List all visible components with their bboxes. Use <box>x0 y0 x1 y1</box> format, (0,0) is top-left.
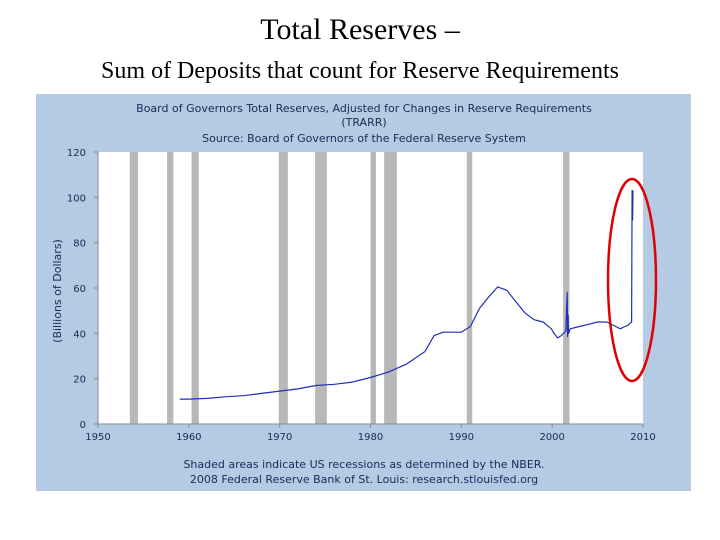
reserves-chart: Board of Governors Total Reserves, Adjus… <box>51 102 658 486</box>
y-tick-label: 100 <box>67 193 86 204</box>
chart-source: Source: Board of Governors of the Federa… <box>202 132 526 145</box>
y-tick-label: 20 <box>73 375 86 386</box>
y-tick-label: 120 <box>67 148 86 159</box>
x-tick-label: 2000 <box>539 432 564 443</box>
y-tick-label: 40 <box>73 329 86 340</box>
recession-band <box>466 152 473 424</box>
x-tick-label: 2010 <box>630 432 655 443</box>
footer-note: Shaded areas indicate US recessions as d… <box>183 458 544 471</box>
x-tick-label: 1960 <box>176 432 201 443</box>
y-tick-label: 0 <box>80 420 86 431</box>
footer-credit: 2008 Federal Reserve Bank of St. Louis: … <box>190 473 538 486</box>
y-tick-label: 60 <box>73 284 86 295</box>
reserves-series-line <box>179 189 634 400</box>
chart-title: Board of Governors Total Reserves, Adjus… <box>136 102 592 115</box>
recession-band <box>191 152 199 424</box>
recession-band <box>563 152 570 424</box>
recession-band <box>315 152 327 424</box>
x-tick-label: 1950 <box>85 432 110 443</box>
slide-title: Total Reserves – <box>260 13 460 46</box>
highlight-ellipse <box>606 177 658 383</box>
x-tick-label: 1990 <box>449 432 474 443</box>
chart-title-code: (TRARR) <box>341 116 386 129</box>
recession-band <box>167 152 174 424</box>
slide-subtitle: Sum of Deposits that count for Reserve R… <box>101 58 619 84</box>
recession-band <box>370 152 376 424</box>
recession-band <box>384 152 397 424</box>
y-axis-label: (Billions of Dollars) <box>51 239 64 343</box>
recession-band <box>278 152 288 424</box>
y-tick-label: 80 <box>73 239 86 250</box>
x-tick-label: 1970 <box>267 432 292 443</box>
x-tick-label: 1980 <box>358 432 383 443</box>
recession-band <box>129 152 138 424</box>
